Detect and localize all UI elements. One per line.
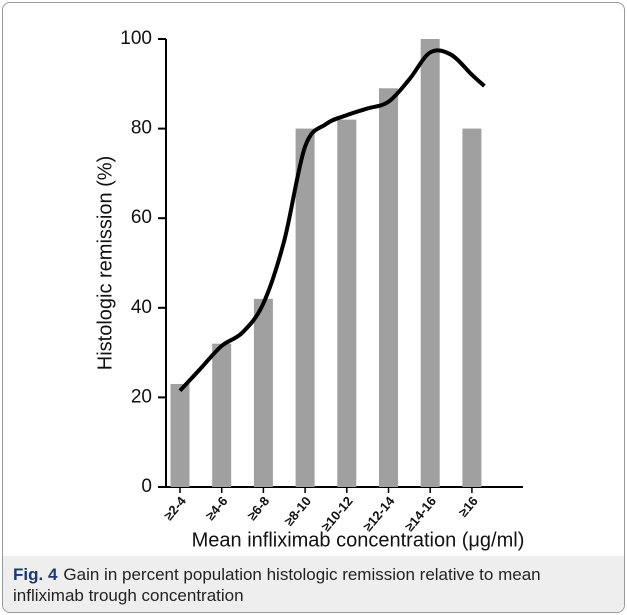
caption-text: Gain in percent population histologic re…: [13, 565, 541, 605]
x-tick-label: ≥2-4: [161, 493, 190, 523]
x-tick-label: ≥6-8: [244, 493, 272, 523]
bar: [295, 128, 315, 487]
bar: [420, 39, 440, 487]
bar: [379, 88, 398, 487]
x-tick-label: ≥12-14: [360, 493, 398, 534]
bar: [462, 128, 482, 487]
x-tick-label: ≥14-16: [402, 493, 439, 534]
bar: [212, 343, 232, 487]
caption: Fig. 4 Gain in percent population histolo…: [3, 556, 624, 612]
chart: Histologic remission (%) Mean infliximab…: [94, 28, 525, 551]
bar: [337, 119, 357, 487]
x-tick-label: ≥8-10: [281, 493, 314, 528]
y-axis-title: Histologic remission (%): [94, 156, 116, 371]
y-tick-label: 60: [131, 207, 152, 228]
y-tick-label: 100: [120, 28, 152, 49]
x-axis-title: Mean infliximab concentration (μg/ml): [192, 529, 525, 551]
y-tick-label: 0: [141, 476, 152, 497]
x-tick-label: ≥16: [455, 493, 480, 519]
y-tick-label: 80: [131, 118, 152, 139]
fit-curve: [178, 48, 486, 393]
caption-label: Fig. 4: [13, 565, 58, 584]
y-tick-label: 20: [131, 386, 152, 407]
bar: [253, 298, 273, 487]
x-tick-label: ≥4-6: [202, 493, 230, 523]
y-tick-label: 40: [131, 297, 152, 318]
bar: [170, 383, 190, 487]
x-tick-label: ≥10-12: [318, 493, 355, 534]
